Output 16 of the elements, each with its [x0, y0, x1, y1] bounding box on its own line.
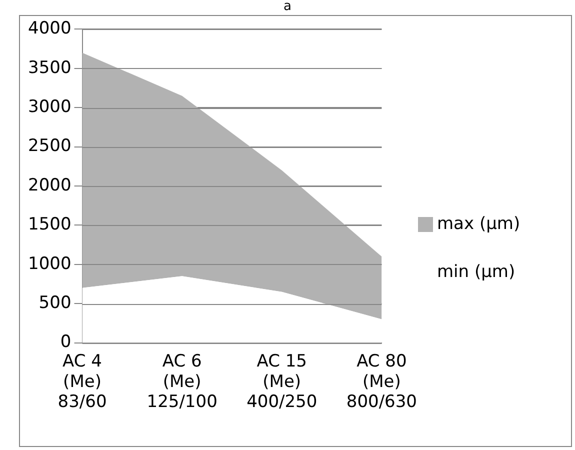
- x-tick-label: AC 4 (Me) 83/60: [58, 351, 107, 412]
- y-tick-label: 1000: [28, 254, 72, 274]
- x-tick-label: AC 6 (Me) 125/100: [146, 351, 218, 412]
- y-tick-label: 4000: [28, 18, 72, 39]
- y-tick-label: 500: [38, 293, 72, 314]
- x-tick-label: AC 15 (Me) 400/250: [246, 351, 318, 412]
- x-tick-label: AC 80 (Me) 800/630: [346, 351, 417, 412]
- y-tick-label: 2000: [28, 175, 72, 196]
- legend-label: max (µm): [437, 214, 520, 234]
- y-tick-label: 2500: [28, 136, 72, 156]
- y-tick-label: 0: [60, 332, 72, 352]
- y-tick-label: 1500: [28, 214, 72, 235]
- y-tick-label: 3000: [28, 97, 72, 118]
- y-tick-label: 3500: [28, 58, 72, 78]
- text: min (µm): [437, 262, 516, 282]
- chart-title: a: [282, 0, 292, 14]
